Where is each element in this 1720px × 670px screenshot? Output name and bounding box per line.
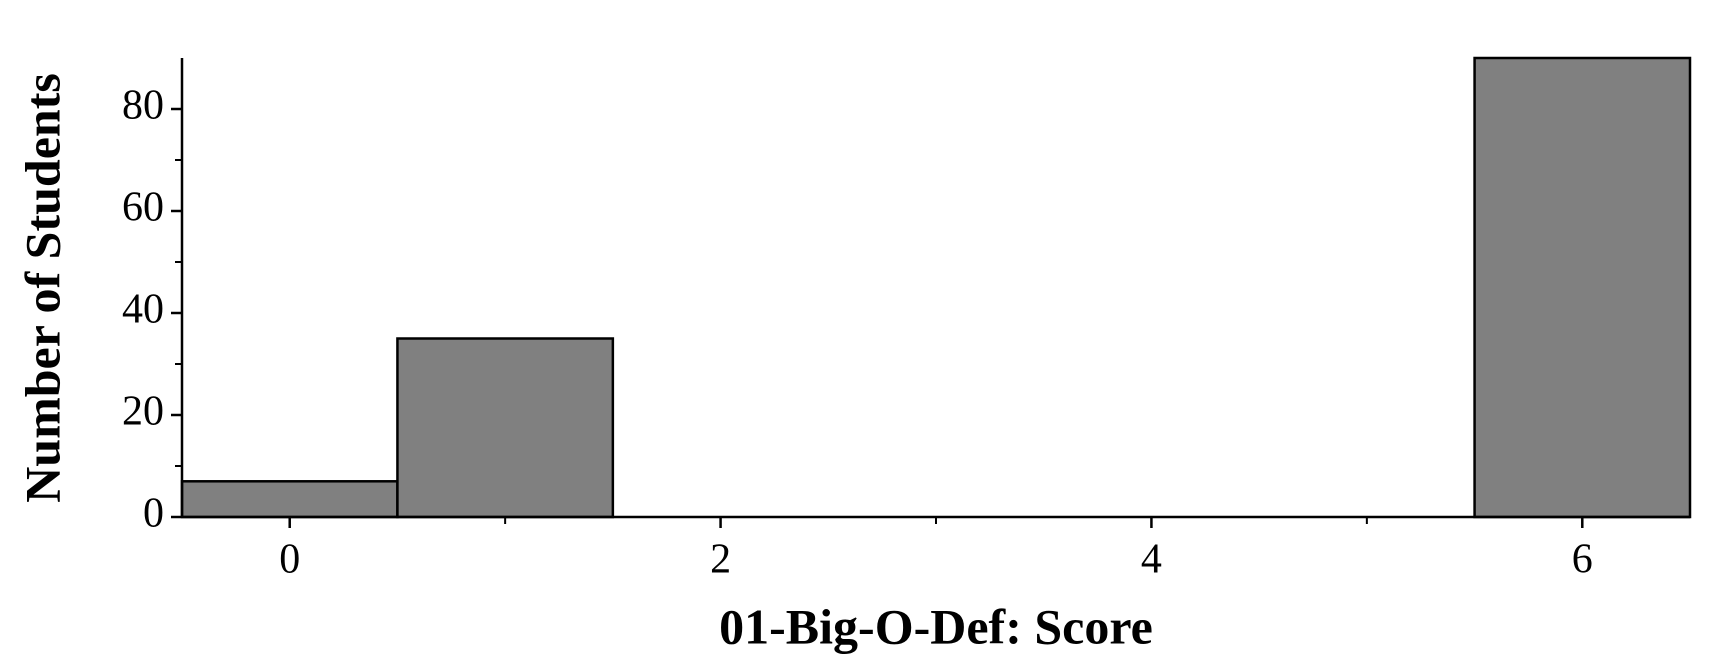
bar <box>1473 56 1692 519</box>
x-tick-label: 0 <box>279 537 300 583</box>
y-tick-label: 80 <box>122 83 164 129</box>
bar <box>396 337 615 519</box>
x-axis-title: 01-Big-O-Def: Score <box>719 598 1153 654</box>
y-axis-title: Number of Students <box>14 73 70 503</box>
x-tick-label: 4 <box>1141 537 1162 583</box>
y-tick-label: 0 <box>143 491 164 537</box>
y-tick-label: 40 <box>122 287 164 333</box>
bar <box>180 480 399 519</box>
y-tick-label: 20 <box>122 389 164 435</box>
x-tick-label: 6 <box>1572 537 1593 583</box>
x-tick-label: 2 <box>710 537 731 583</box>
y-tick-label: 60 <box>122 185 164 231</box>
